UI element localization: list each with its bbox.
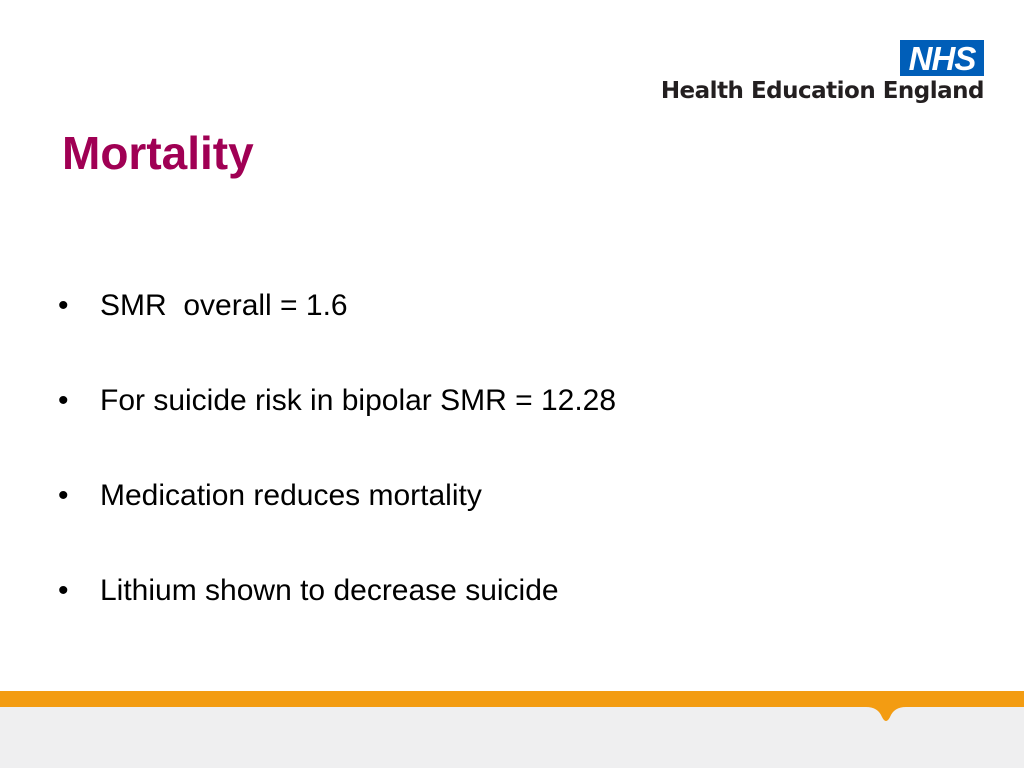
nhs-hee-logo: NHS Health Education England [624,40,985,110]
slide-title: Mortality [62,127,254,179]
bullet-icon: • [58,289,69,322]
bullet-item: • Medication reduces mortality [58,470,616,565]
bullet-item: • For suicide risk in bipolar SMR = 12.2… [58,375,616,470]
bullet-list: • SMR overall = 1.6 • For suicide risk i… [58,280,616,660]
bullet-text: Medication reduces mortality [100,479,482,512]
bullet-icon: • [58,384,69,417]
bullet-text: For suicide risk in bipolar SMR = 12.28 [100,384,617,417]
footer-panel [0,707,1024,768]
bullet-icon: • [58,479,69,512]
organisation-name: Health Education England [660,78,985,104]
bullet-icon: • [58,574,69,607]
nhs-badge-text: NHS [908,39,977,77]
bullet-item: • SMR overall = 1.6 [58,280,616,375]
nhs-badge: NHS [900,40,984,76]
footer-orange-stripe [0,691,1024,707]
bullet-item: • Lithium shown to decrease suicide [58,565,616,660]
bullet-text: SMR overall = 1.6 [100,289,348,322]
footer-notch-decoration [866,705,906,721]
bullet-text: Lithium shown to decrease suicide [100,574,559,607]
